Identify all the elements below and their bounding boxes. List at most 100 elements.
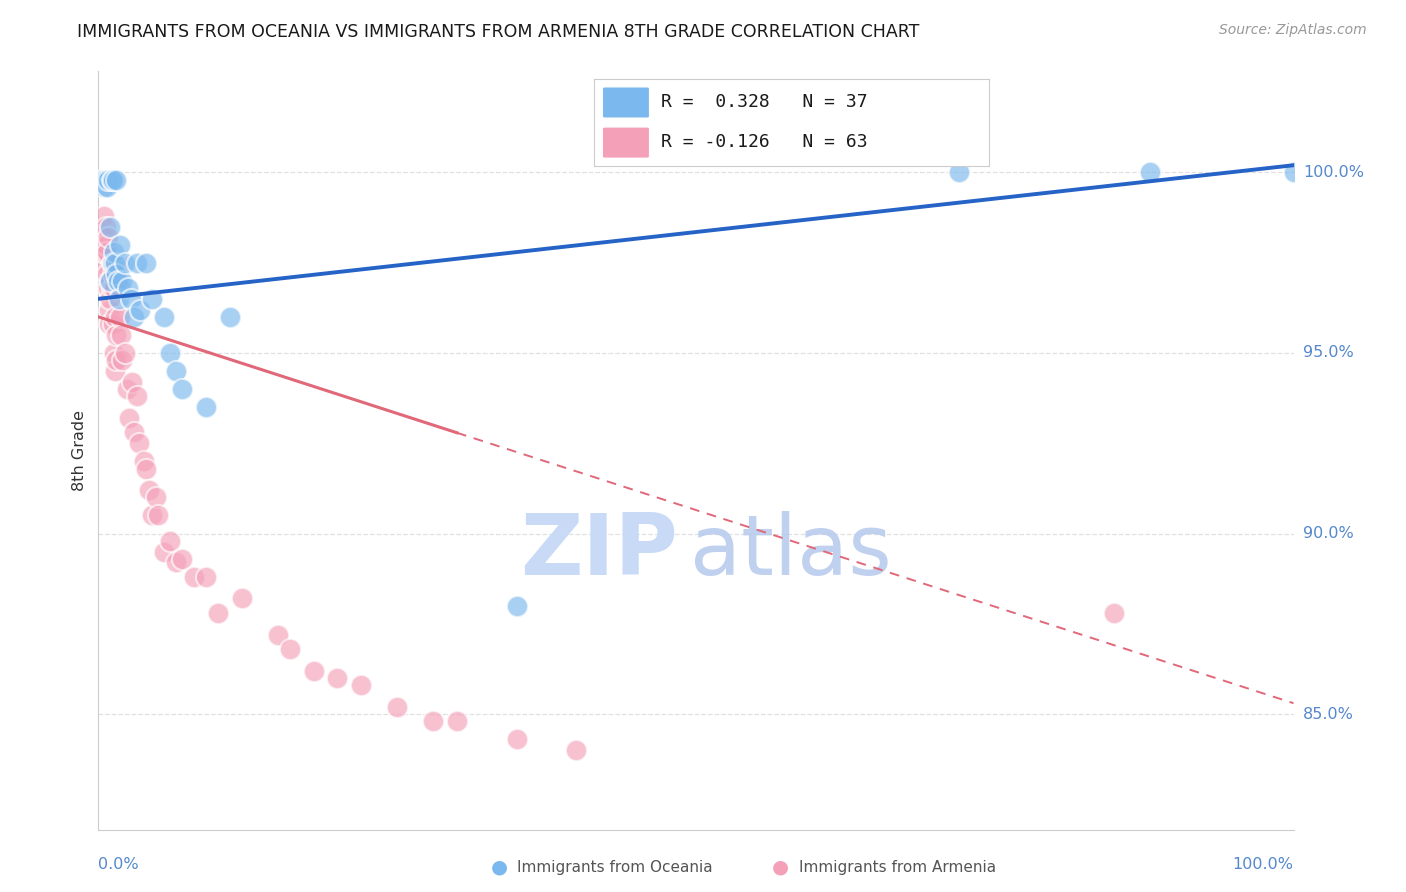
Point	[114, 256, 136, 270]
Point	[135, 461, 157, 475]
Point	[105, 327, 128, 342]
Point	[124, 425, 146, 440]
Point	[135, 256, 157, 270]
Point	[195, 570, 218, 584]
Point	[153, 544, 176, 558]
Point	[114, 346, 136, 360]
Point	[105, 267, 128, 281]
Point	[125, 389, 148, 403]
Point	[97, 281, 120, 295]
Point	[506, 599, 529, 613]
Text: ●: ●	[491, 857, 508, 877]
Point	[326, 671, 349, 685]
Point	[98, 317, 121, 331]
Point	[104, 310, 127, 324]
Point	[108, 310, 131, 324]
Point	[120, 292, 142, 306]
Point	[153, 310, 176, 324]
Point	[103, 244, 125, 259]
Point	[148, 508, 170, 523]
Point	[1282, 165, 1305, 179]
Point	[138, 483, 160, 498]
Point	[183, 570, 205, 584]
Point	[90, 256, 112, 270]
Point	[96, 180, 118, 194]
Text: 85.0%: 85.0%	[1303, 706, 1354, 722]
Point	[98, 274, 122, 288]
Point	[103, 346, 125, 360]
Point	[128, 436, 150, 450]
Point	[141, 292, 163, 306]
Point	[219, 310, 242, 324]
Point	[101, 267, 124, 281]
Point	[104, 256, 127, 270]
Point	[107, 274, 129, 288]
Point	[98, 302, 121, 317]
Point	[115, 382, 138, 396]
Point	[117, 281, 139, 295]
Point	[101, 172, 124, 186]
Text: 100.0%: 100.0%	[1233, 857, 1294, 872]
Point	[93, 244, 115, 259]
Point	[97, 230, 120, 244]
Point	[118, 411, 141, 425]
Text: 95.0%: 95.0%	[1303, 345, 1354, 360]
Point	[422, 714, 444, 729]
Point	[1104, 606, 1126, 620]
Point	[159, 346, 181, 360]
Point	[98, 274, 122, 288]
Point	[107, 256, 129, 270]
Point	[100, 172, 122, 186]
Point	[145, 491, 167, 505]
Point	[101, 256, 124, 270]
Text: Source: ZipAtlas.com: Source: ZipAtlas.com	[1219, 23, 1367, 37]
Text: 0.0%: 0.0%	[98, 857, 139, 872]
Point	[111, 274, 134, 288]
Point	[446, 714, 468, 729]
Point	[104, 364, 127, 378]
Point	[350, 678, 373, 692]
Text: ●: ●	[772, 857, 789, 877]
Point	[111, 353, 134, 368]
Point	[91, 230, 114, 244]
Point	[101, 317, 124, 331]
Point	[107, 292, 129, 306]
Text: Immigrants from Oceania: Immigrants from Oceania	[517, 860, 713, 874]
Point	[141, 508, 163, 523]
Point	[98, 292, 122, 306]
Point	[165, 555, 187, 569]
Point	[132, 454, 155, 468]
Point	[231, 591, 253, 606]
Point	[172, 382, 194, 396]
Point	[195, 400, 218, 414]
Point	[108, 281, 131, 295]
Point	[108, 237, 131, 252]
Point	[98, 219, 122, 234]
Point	[94, 237, 117, 252]
Point	[94, 172, 117, 186]
Point	[172, 551, 194, 566]
Point	[107, 274, 129, 288]
Point	[165, 364, 187, 378]
Point	[207, 606, 229, 620]
Point	[93, 180, 115, 194]
Y-axis label: 8th Grade: 8th Grade	[72, 410, 87, 491]
Point	[97, 172, 120, 186]
Point	[948, 165, 970, 179]
Text: atlas: atlas	[690, 511, 891, 592]
Point	[91, 172, 114, 186]
Point	[103, 281, 125, 295]
Point	[100, 281, 122, 295]
Point	[267, 627, 290, 641]
Point	[100, 256, 122, 270]
Point	[129, 302, 152, 317]
Text: ZIP: ZIP	[520, 510, 678, 593]
Point	[110, 327, 132, 342]
Point	[125, 256, 148, 270]
Point	[105, 172, 128, 186]
Text: 100.0%: 100.0%	[1303, 165, 1364, 180]
Point	[565, 743, 588, 757]
Point	[159, 533, 181, 548]
Point	[1139, 165, 1161, 179]
Point	[302, 664, 325, 678]
